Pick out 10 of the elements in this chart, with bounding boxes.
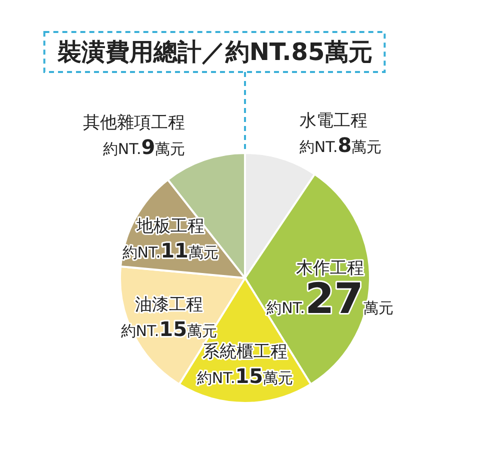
slice-label: 油漆工程 <box>134 294 203 315</box>
data-label: 約NT.15萬元 <box>196 364 294 388</box>
slice-label: 其他雜項工程 <box>83 112 186 133</box>
slice-label: 木作工程 <box>296 258 364 279</box>
slice-label: 水電工程 <box>299 111 368 132</box>
data-label: 約NT.9萬元 <box>102 134 186 159</box>
slice-label: 系統櫃工程 <box>202 342 288 362</box>
data-label: 約NT.8萬元 <box>299 133 382 158</box>
chart-title: 裝潢費用總計／約NT.85萬元 <box>56 38 373 66</box>
slice-label: 地板工程 <box>135 216 204 236</box>
